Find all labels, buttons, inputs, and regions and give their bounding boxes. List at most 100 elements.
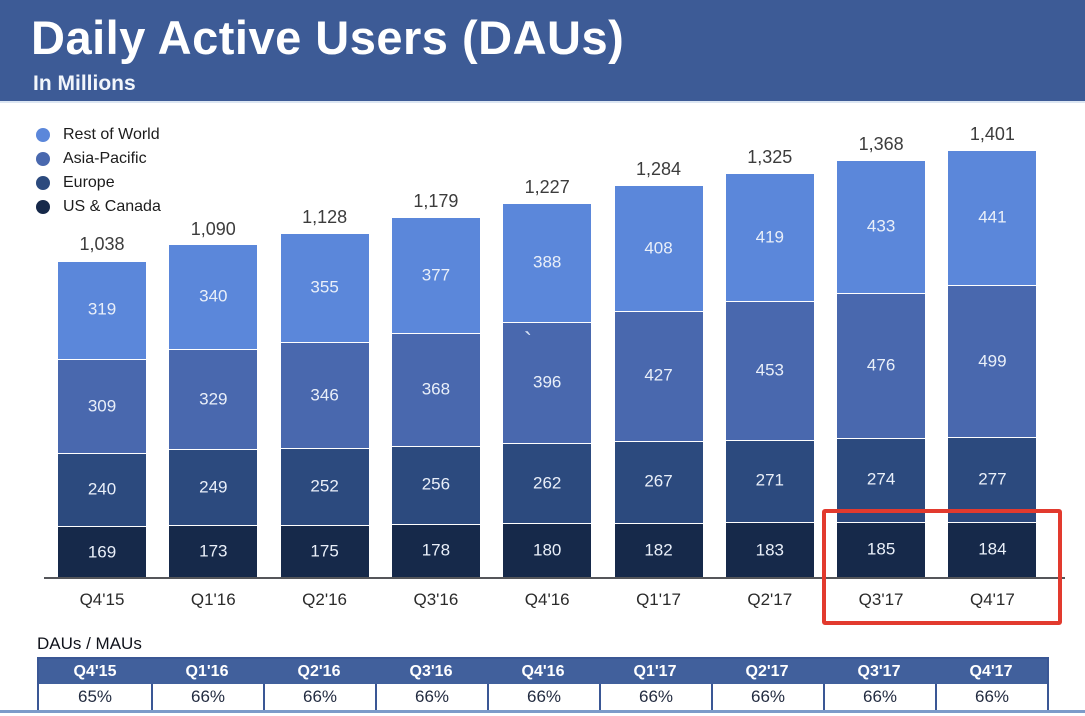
- bar-Q2'17: 419 453 271 183: [725, 173, 814, 578]
- x-axis-label: Q2'16: [302, 590, 348, 609]
- bar-value-label: 441: [978, 207, 1007, 227]
- bar-segment-us-canada: 183: [725, 522, 814, 578]
- bar-total-label: 1,090: [190, 218, 236, 239]
- bar-value-label: 240: [87, 479, 117, 499]
- x-axis-label: Q1'17: [636, 590, 681, 609]
- bar-segment-europe: 252: [280, 447, 369, 525]
- legend-item: Rest of World: [36, 123, 161, 147]
- ratio-table-header-cell: Q4'17: [969, 662, 1013, 680]
- bar-value-label: 182: [644, 540, 673, 560]
- bar-Q2'16: 355 346 252 175: [280, 233, 369, 578]
- bar-value-label: 396: [533, 372, 562, 392]
- bar-segment-asia-pacific: 453: [725, 301, 814, 440]
- bar-value-label: 433: [866, 216, 896, 236]
- bar-value-label: 169: [87, 542, 117, 562]
- bar-total-label: 1,179: [413, 191, 459, 212]
- bar-segment-rest-of-world: 441: [948, 150, 1037, 286]
- ratio-table-header-row: Q4'15 Q1'16 Q2'16 Q3'16 Q4'16 Q1'17 Q2'17 Q3'17…: [39, 659, 1047, 684]
- footer-divider: [0, 710, 1085, 713]
- legend-item: Asia-Pacific: [36, 147, 161, 171]
- bar-segment-rest-of-world: 340: [169, 245, 258, 349]
- legend-dot-icon: [36, 200, 50, 214]
- bar-segment-rest-of-world: 355: [280, 233, 369, 343]
- stray-artifact-mark: `: [524, 328, 532, 355]
- x-axis-line: [44, 577, 1065, 579]
- bar-segment-rest-of-world: 319: [58, 261, 146, 360]
- page-title: Daily Active Users (DAUs): [31, 11, 625, 64]
- bar-segment-us-canada: 182: [614, 522, 703, 578]
- bar-value-label: 271: [755, 470, 784, 490]
- ratio-table-value-cell: 66%: [263, 684, 375, 710]
- bar-segment-rest-of-world: 408: [614, 186, 703, 311]
- ratio-table-header-cell: Q2'16: [297, 662, 341, 680]
- bar-segment-europe: 271: [725, 439, 814, 523]
- ratio-table-header-cell: Q1'16: [185, 662, 229, 680]
- ratio-table-value-cell: 66%: [599, 684, 711, 710]
- ratio-table: Q4'15 Q1'16 Q2'16 Q3'16 Q4'16 Q1'17 Q2'17 Q3'17…: [37, 657, 1049, 712]
- legend-dot-icon: [36, 152, 50, 166]
- bar-segment-us-canada: 173: [169, 525, 258, 578]
- bar-segment-asia-pacific: 396: [503, 322, 592, 444]
- bar-value-label: 183: [755, 540, 784, 560]
- legend-item: Europe: [36, 171, 161, 195]
- bar-value-label: 185: [866, 539, 896, 559]
- ratio-table-value-row: 65% 66% 66% 66% 66% 66% 66% 66% 66%: [39, 684, 1047, 710]
- x-axis-label: Q4'15: [79, 590, 125, 609]
- ratio-table-value-cell: 66%: [375, 684, 487, 710]
- bar-segment-europe: 277: [948, 437, 1037, 522]
- bar-value-label: 274: [866, 469, 896, 489]
- bar-value-label: 453: [755, 360, 784, 380]
- bar-segment-europe: 262: [503, 443, 592, 524]
- slide-header: Daily Active Users (DAUs) In Millions: [0, 0, 1085, 103]
- bar-value-label: 499: [978, 351, 1007, 371]
- legend-label: US & Canada: [63, 198, 161, 215]
- bar-segment-rest-of-world: 377: [391, 218, 480, 334]
- x-axis-label: Q4'16: [524, 590, 570, 609]
- legend-label: Rest of World: [63, 126, 160, 143]
- ratio-table-value-cell: 66%: [487, 684, 599, 710]
- bar-value-label: 388: [533, 252, 562, 272]
- bar-Q1'16: 340 329 249 173: [169, 245, 258, 578]
- bar-total-label: 1,325: [747, 146, 793, 167]
- bar-total-label: 1,401: [969, 123, 1015, 144]
- ratio-table-value-cell: 66%: [711, 684, 823, 710]
- bar-value-label: 377: [421, 265, 451, 285]
- bar-Q3'17: 433 476 274 185: [837, 160, 926, 578]
- bar-segment-rest-of-world: 419: [725, 173, 814, 302]
- bar-segment-europe: 274: [837, 438, 926, 522]
- ratio-table-value-cell: 66%: [935, 684, 1047, 710]
- bar-value-label: 262: [533, 473, 562, 493]
- bar-segment-asia-pacific: 368: [391, 333, 480, 446]
- legend-dot-icon: [36, 128, 50, 142]
- ratio-table-header-cell: Q4'16: [521, 662, 565, 680]
- bar-value-label: 309: [87, 396, 117, 416]
- bar-segment-asia-pacific: 476: [837, 292, 926, 439]
- bar-value-label: 249: [199, 477, 228, 497]
- bar-value-label: 427: [644, 366, 673, 386]
- bar-value-label: 368: [421, 379, 451, 399]
- x-axis-label: Q2'17: [747, 590, 793, 609]
- x-axis-label: Q3'17: [858, 590, 904, 609]
- bar-segment-asia-pacific: 427: [614, 310, 703, 442]
- bar-segment-asia-pacific: 309: [58, 359, 146, 454]
- bar-value-label: 184: [978, 540, 1007, 560]
- ratio-table-header-cell: Q4'15: [73, 662, 117, 680]
- legend-item: US & Canada: [36, 195, 161, 219]
- highlight-box: [822, 509, 1062, 625]
- bar-value-label: 277: [978, 469, 1007, 489]
- x-axis-label: Q3'16: [413, 590, 459, 609]
- bar-value-label: 252: [310, 476, 339, 496]
- chart-legend: Rest of World Asia-Pacific Europe US & Cana…: [36, 123, 161, 219]
- bar-value-label: 180: [533, 540, 562, 560]
- bar-Q3'16: 377 368 256 178: [391, 218, 480, 578]
- bar-value-label: 329: [199, 389, 228, 409]
- bar-segment-us-canada: 185: [837, 521, 926, 578]
- bar-total-label: 1,284: [635, 159, 682, 180]
- bar-segment-europe: 256: [391, 445, 480, 524]
- bar-value-label: 267: [644, 471, 673, 491]
- ratio-table-value-cell: 66%: [823, 684, 935, 710]
- bar-total-label: 1,227: [524, 176, 570, 197]
- legend-label: Europe: [63, 174, 115, 191]
- bar-value-label: 419: [755, 227, 784, 247]
